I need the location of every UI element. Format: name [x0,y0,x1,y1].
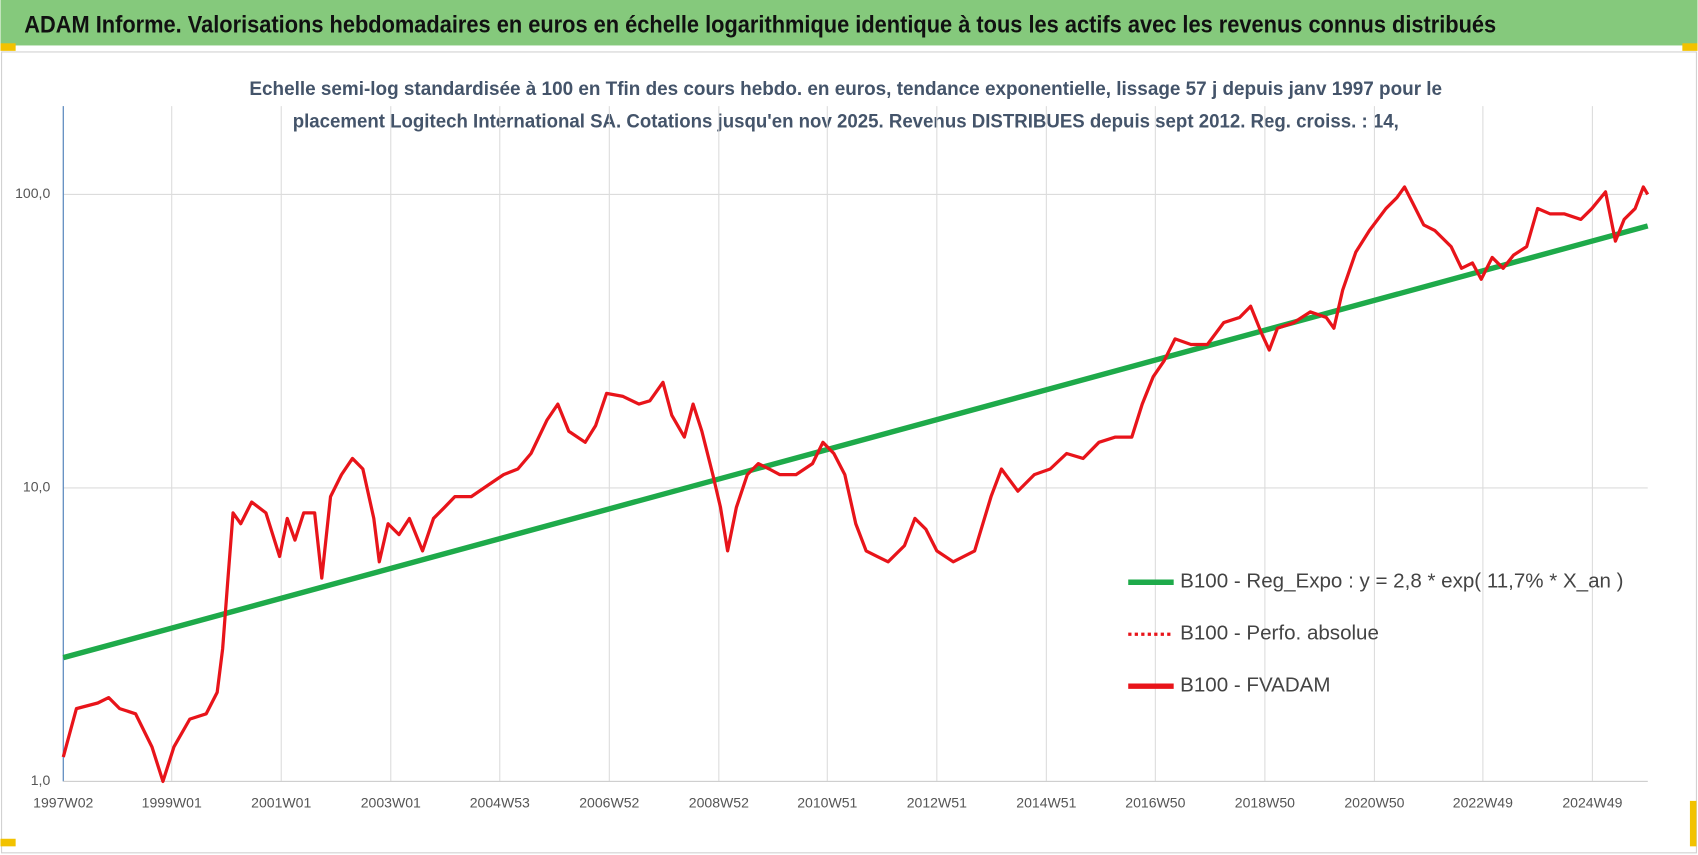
x-tick-label: 1999W01 [142,794,202,810]
y-tick-label: 10,0 [23,479,51,495]
corner-mark [0,43,16,51]
x-tick-label: 1997W02 [33,794,93,810]
legend-label: B100 - FVADAM [1180,674,1330,697]
x-tick-label: 2010W51 [797,794,857,810]
x-tick-label: 2006W52 [579,794,639,810]
y-tick-label: 100,0 [15,185,50,201]
chart-title: placement Logitech International SA. Cot… [293,110,1399,132]
x-tick-label: 2024W49 [1562,794,1622,810]
x-tick-label: 2012W51 [907,794,967,810]
x-tick-label: 2003W01 [361,794,421,810]
legend-label: B100 - Reg_Expo : y = 2,8 * exp( 11,7% *… [1180,570,1623,593]
x-tick-label: 2001W01 [251,794,311,810]
x-tick-label: 2014W51 [1016,794,1076,810]
x-tick-label: 2004W53 [470,794,530,810]
x-tick-label: 2020W50 [1344,794,1404,810]
series-line [62,223,1649,661]
chart-frame [1,51,1697,854]
x-tick-label: 2016W50 [1125,794,1185,810]
corner-mark [1689,800,1697,847]
header-band [0,0,1698,46]
x-tick-label: 2018W50 [1235,794,1295,810]
chart-title: Echelle semi-log standardisée à 100 en T… [249,78,1442,100]
x-tick-label: 2022W49 [1453,794,1513,810]
y-tick-label: 1,0 [31,772,51,788]
corner-mark [1682,43,1698,51]
corner-mark [0,838,16,847]
header-title: ADAM Informe. Valorisations hebdomadaire… [24,11,1496,38]
legend-label: B100 - Perfo. absolue [1180,622,1379,645]
x-tick-label: 2008W52 [689,794,749,810]
series-line [61,185,1650,784]
